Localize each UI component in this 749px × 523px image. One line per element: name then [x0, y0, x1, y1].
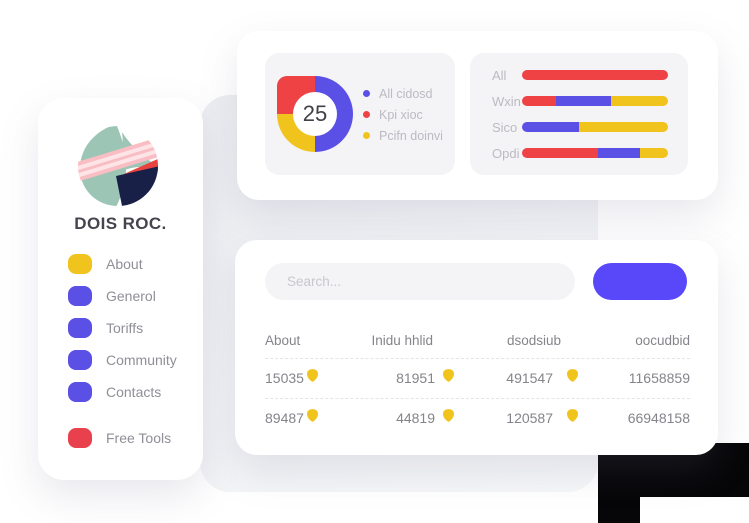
sidebar-item-about[interactable]: About: [68, 248, 197, 280]
shield-icon: [443, 369, 454, 387]
shield-icon: [307, 409, 318, 427]
column-header: dsodsiub: [506, 332, 561, 348]
bar-segment-yellow: [640, 148, 668, 158]
table-row[interactable]: 15035 81951 491547 11658859: [265, 369, 690, 387]
donut-chart: 25: [277, 76, 353, 152]
bar-row-opdi: Opdi: [470, 140, 688, 166]
sidebar-item-label: Generol: [106, 288, 156, 304]
sidebar-menu: About Generol Toriffs Community Contacts…: [68, 248, 197, 454]
sidebar-item-label: Free Tools: [106, 430, 172, 446]
shield-icon: [567, 369, 578, 387]
community-blob-icon: [68, 350, 92, 370]
row-divider: [265, 398, 690, 399]
bar-segment-purple: [522, 122, 579, 132]
bar-row-wxin: Wxin: [470, 88, 688, 114]
legend-dot-icon: [363, 132, 370, 139]
generol-blob-icon: [68, 286, 92, 306]
sidebar-item-community[interactable]: Community: [68, 344, 197, 376]
shield-icon: [443, 409, 454, 427]
column-header: About: [265, 332, 301, 348]
contacts-blob-icon: [68, 382, 92, 402]
sidebar-item-toriffs[interactable]: Toriffs: [68, 312, 197, 344]
bar-segment-purple: [555, 96, 612, 106]
stacked-bars-panel: All Wxin Sico Opdi: [470, 53, 688, 175]
bar-track: [522, 70, 668, 80]
brand-name: DOIS ROC.: [74, 214, 167, 233]
bar-segment-red: [522, 96, 556, 106]
search-input[interactable]: [265, 263, 575, 300]
bar-segment-purple: [597, 148, 641, 158]
table-card: About Inidu hhlid dsodsiub oocudbid 1503…: [235, 240, 718, 455]
background-white-block: [0, 0, 193, 55]
stacked-bar-chart: All Wxin Sico Opdi: [470, 62, 688, 166]
background-white-corner: [640, 497, 749, 523]
about-blob-icon: [68, 254, 92, 274]
bar-track: [522, 96, 668, 106]
bar-segment-red: [522, 70, 668, 80]
legend-item: Kpi xioc: [363, 104, 443, 125]
sidebar-item-label: Toriffs: [106, 320, 144, 336]
donut-center-value: 25: [293, 92, 337, 136]
sidebar-item-label: About: [106, 256, 143, 272]
charts-card: 25 All cidosd Kpi xioc Pcifn doinvi: [237, 31, 718, 200]
primary-action-button[interactable]: [593, 263, 687, 300]
bar-row-all: All: [470, 62, 688, 88]
free-tools-blob-icon: [68, 428, 92, 448]
bar-segment-yellow: [611, 96, 668, 106]
shield-icon: [567, 409, 578, 427]
table-row[interactable]: 89487 44819 120587 66948158: [265, 409, 690, 427]
bar-track: [522, 122, 668, 132]
bar-segment-yellow: [578, 122, 668, 132]
legend-item: All cidosd: [363, 83, 443, 104]
toriffs-blob-icon: [68, 318, 92, 338]
sidebar-item-contacts[interactable]: Contacts: [68, 376, 197, 408]
legend-dot-icon: [363, 90, 370, 97]
bar-row-sico: Sico: [470, 114, 688, 140]
column-header: oocudbid: [635, 332, 690, 348]
shield-icon: [307, 369, 318, 387]
bar-segment-red: [522, 148, 598, 158]
bar-track: [522, 148, 668, 158]
legend-dot-icon: [363, 111, 370, 118]
sidebar-item-label: Contacts: [106, 384, 162, 400]
sidebar-item-generol[interactable]: Generol: [68, 280, 197, 312]
table-header-row: About Inidu hhlid dsodsiub oocudbid: [235, 330, 718, 350]
donut-chart-panel: 25 All cidosd Kpi xioc Pcifn doinvi: [265, 53, 455, 175]
row-divider: [265, 358, 690, 359]
brand-logo-icon: [78, 126, 158, 206]
legend-item: Pcifn doinvi: [363, 125, 443, 146]
sidebar-item-label: Community: [106, 352, 177, 368]
sidebar-item-free-tools[interactable]: Free Tools: [68, 422, 197, 454]
donut-legend: All cidosd Kpi xioc Pcifn doinvi: [363, 83, 443, 146]
column-header: Inidu hhlid: [371, 332, 433, 348]
sidebar: DOIS ROC. About Generol Toriffs Communit…: [38, 98, 203, 480]
